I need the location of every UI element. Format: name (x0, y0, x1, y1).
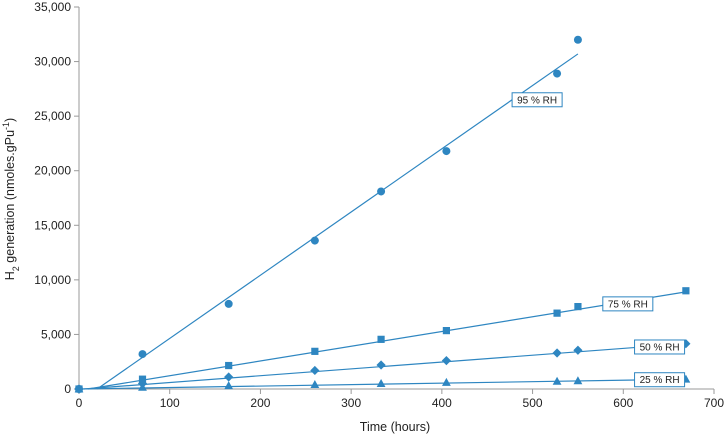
series-label-text: 50 % RH (640, 342, 680, 353)
data-point-series-2 (681, 339, 691, 349)
data-point-series-2 (376, 360, 386, 370)
data-point-series-0 (553, 69, 562, 78)
data-point-series-1 (574, 302, 582, 311)
y-tick-label: 15,000 (34, 218, 71, 232)
x-tick-label: 300 (341, 396, 361, 410)
y-axis-title: H2 generation (nmoles.gPu-1) (1, 118, 21, 280)
data-point-series-1 (311, 347, 319, 355)
y-tick-label: 10,000 (34, 273, 71, 287)
y-tick-label: 25,000 (34, 109, 71, 123)
data-point-series-1 (553, 309, 561, 317)
x-axis-title: Time (hours) (360, 420, 430, 434)
data-point-series-3 (573, 376, 583, 385)
x-tick-label: 700 (704, 396, 724, 410)
series-labels: 95 % RH 75 % RH 50 % RH 25 % RH (511, 92, 686, 388)
y-tick-label: 35,000 (34, 0, 71, 14)
x-tick-label: 200 (250, 396, 270, 410)
series-label-1: 75 % RH (602, 296, 654, 312)
data-point-series-1 (377, 335, 385, 343)
data-point-series-1 (442, 327, 450, 335)
series-label-3: 25 % RH (634, 372, 686, 388)
data-point-series-0 (310, 236, 319, 245)
data-point-series-2 (310, 365, 320, 376)
series-label-text: 95 % RH (517, 95, 557, 106)
x-tick-label: 600 (613, 396, 633, 410)
data-point-series-3 (74, 384, 84, 393)
x-tick-label: 500 (523, 396, 543, 410)
data-point-series-2 (573, 345, 583, 355)
axes: 0 100 200 300 400 500 600 700 0 5,000 10,000 15,000… (34, 0, 724, 410)
data-point-series-0 (442, 147, 451, 156)
trendline-series-0 (96, 53, 579, 390)
data-point-series-3 (552, 376, 562, 385)
series-label-2: 50 % RH (634, 339, 686, 355)
y-tick-label: 30,000 (34, 55, 71, 69)
series-label-text: 25 % RH (640, 375, 680, 386)
x-tick-label: 400 (432, 396, 452, 410)
data-point-series-2 (441, 356, 451, 366)
trendline-series-2 (83, 343, 686, 390)
x-tick-label: 0 (76, 396, 83, 410)
series-label-box (602, 296, 654, 312)
trendline-series-1 (87, 291, 686, 390)
data-point-series-3 (224, 381, 234, 390)
data-point-series-2 (552, 348, 562, 358)
y-tick-label: 0 (64, 382, 71, 396)
data-point-series-1 (225, 361, 233, 370)
data-point-series-0 (138, 350, 147, 359)
data-point-series-3 (310, 380, 320, 389)
data-markers (74, 35, 691, 394)
series-label-box (634, 372, 686, 388)
data-point-series-1 (682, 287, 690, 295)
data-point-series-0 (224, 299, 233, 308)
series-label-box (634, 339, 686, 355)
x-tick-label: 100 (160, 396, 180, 410)
data-point-series-2 (224, 372, 234, 382)
data-point-series-0 (573, 35, 582, 44)
y-tick-label: 20,000 (34, 164, 71, 178)
series-label-box (511, 92, 563, 108)
data-point-series-0 (377, 187, 386, 196)
data-point-series-3 (138, 382, 147, 391)
series-label-0: 95 % RH (511, 92, 563, 108)
data-point-series-3 (441, 377, 451, 386)
y-tick-label: 5,000 (41, 327, 71, 341)
data-point-series-3 (376, 378, 386, 387)
series-label-text: 75 % RH (608, 299, 648, 310)
